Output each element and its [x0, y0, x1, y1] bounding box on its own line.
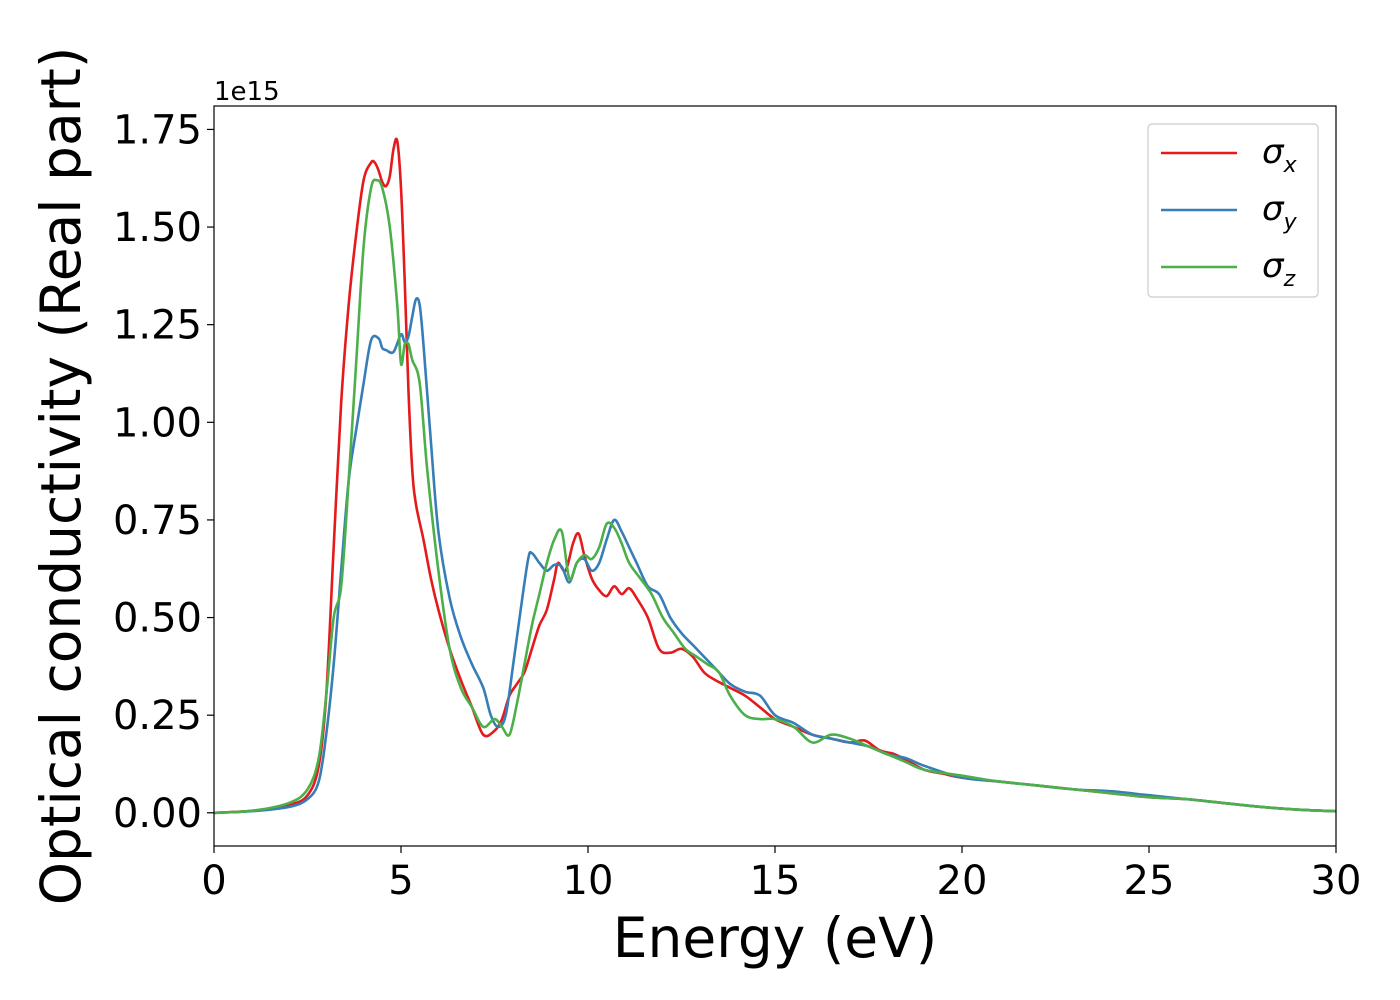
- legend-symbol: σ: [1262, 189, 1285, 229]
- x-axis-title: Energy (eV): [613, 906, 937, 970]
- legend-label-sigma-z: σz: [1262, 246, 1296, 292]
- legend-subscript: y: [1283, 210, 1298, 235]
- y-axis-title: Optical conductivity (Real part): [29, 47, 93, 906]
- x-tick-label: 5: [388, 858, 413, 904]
- x-tick-label: 10: [563, 858, 614, 904]
- x-axis-ticks: 0 5 10 15 20 25 30: [201, 846, 1361, 904]
- x-tick-label: 15: [750, 858, 801, 904]
- y-axis-offset-label: 1e15: [214, 77, 280, 107]
- legend-symbol: σ: [1262, 246, 1285, 286]
- x-tick-label: 30: [1311, 858, 1362, 904]
- series-layer: [214, 137, 1336, 815]
- x-tick-label: 25: [1124, 858, 1175, 904]
- y-tick-label: 1.50: [113, 205, 202, 251]
- x-tick-label: 0: [201, 858, 226, 904]
- y-tick-label: 1.00: [113, 400, 202, 446]
- legend-subscript: x: [1283, 153, 1298, 178]
- y-tick-label: 0.50: [113, 596, 202, 642]
- x-tick-label: 20: [937, 858, 988, 904]
- legend-label-sigma-x: σx: [1262, 132, 1298, 178]
- y-tick-label: 0.00: [113, 791, 202, 837]
- series-line-sigma-z: [214, 178, 1336, 815]
- y-tick-label: 1.75: [113, 107, 202, 153]
- legend-subscript: z: [1283, 267, 1296, 292]
- legend-label-sigma-y: σy: [1262, 189, 1298, 235]
- y-axis-ticks: 0.00 0.25 0.50 0.75 1.00 1.25 1.50 1.75: [113, 107, 214, 837]
- y-tick-label: 0.25: [113, 693, 202, 739]
- y-tick-label: 1.25: [113, 303, 202, 349]
- legend-symbol: σ: [1262, 132, 1285, 172]
- y-tick-label: 0.75: [113, 498, 202, 544]
